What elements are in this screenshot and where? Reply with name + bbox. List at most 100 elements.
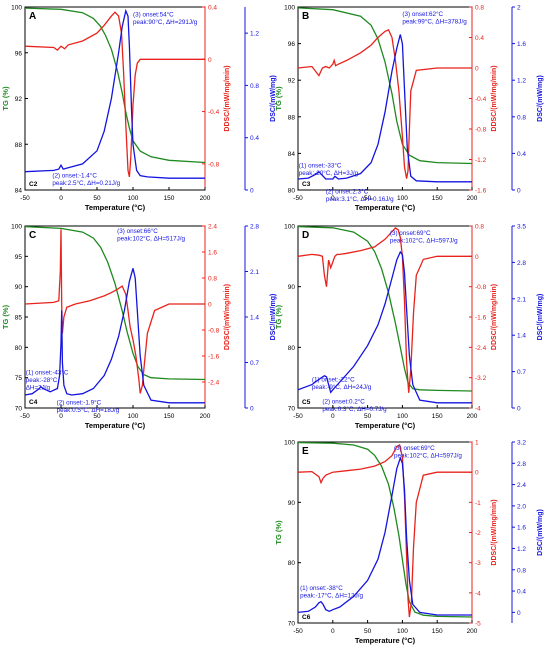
panel-c-ddsc-tick-label: 2.4 <box>208 224 217 231</box>
panel-d-annotation-3-line: peak:0.3°C, ΔH=0.7J/g <box>322 405 387 413</box>
panel-a-annotation-1-line: peak:90°C, ΔH=291J/g <box>133 18 198 26</box>
panel-b-tg-tick-label: 96 <box>288 41 296 48</box>
panel-c-ddsc-tick-label: 0.8 <box>208 276 217 283</box>
panel-b-ddsc-tick-label: -0.8 <box>475 127 487 134</box>
panel-c-tg-tick-label: 70 <box>15 406 23 413</box>
panel-b-x-tick-label: 0 <box>331 195 335 202</box>
panel-b-dsc-tick-label: 0 <box>517 188 521 195</box>
panel-b-tg-tick-label: 88 <box>288 114 296 121</box>
panel-e-ddsc-line <box>298 444 472 618</box>
panel-d-dsc-tick-label: 0.7 <box>517 369 526 376</box>
panel-a-tg-axis-title: TG (%) <box>1 86 10 111</box>
panel-c-tg-tick-label: 100 <box>11 224 22 231</box>
panel-a-tg-tick-label: 88 <box>15 142 23 149</box>
panel-b-annotation-1-line: peak:99°C, ΔH=378J/g <box>402 17 467 25</box>
panel-b-annotation-2-line: (1) onset:-33°C <box>299 162 342 170</box>
panel-b-x-axis-title: Temperature (°C) <box>355 203 416 212</box>
panel-e-dsc-tick-label: 2.8 <box>517 461 526 468</box>
panel-e-tg-axis-title: TG (%) <box>274 520 283 545</box>
panel-e-x-tick-label: -50 <box>293 628 303 635</box>
panel-e-ddsc-tick-label: -5 <box>475 621 481 628</box>
panel-b-dsc-tick-label: 2 <box>517 5 521 12</box>
panel-d-tg-tick-label: 90 <box>288 284 296 291</box>
panel-e-tg-line <box>298 442 472 618</box>
panel-a-x-tick-label: -50 <box>20 195 30 202</box>
panel-b-tg-line <box>298 7 472 165</box>
panel-b-dsc-tick-label: 0.8 <box>517 114 526 121</box>
panel-e-x-tick-label: 100 <box>397 628 408 635</box>
panel-a-x-tick-label: 100 <box>128 195 139 202</box>
panel-b-x-tick-label: 150 <box>432 195 443 202</box>
panel-d-panel-label: D <box>302 230 309 241</box>
panel-e-ddsc-tick-label: -2 <box>475 530 481 537</box>
panel-d-dsc-tick-label: 3.5 <box>517 224 526 231</box>
panel-d-dsc-axis-title: DSC/(mW/mg) <box>537 294 544 341</box>
panel-a-ddsc-line <box>25 11 205 178</box>
panel-d-tg-tick-label: 70 <box>288 406 296 413</box>
panel-b-panel-label: B <box>302 11 309 22</box>
panel-d-ddsc-tick-label: 0.8 <box>475 224 484 231</box>
panel-c-tg-tick-label: 80 <box>15 345 23 352</box>
panel-c-annotation-1-line: peak:102°C, ΔH=517J/g <box>117 235 185 243</box>
panel-c-annotation-1-line: (3) onset:66°C <box>117 227 158 235</box>
panel-a-sample-label: C2 <box>29 181 38 188</box>
panel-c-dsc-tick-label: 0.7 <box>250 360 259 367</box>
panel-d-tg-line <box>298 226 472 392</box>
panel-a-ddsc-tick-label: 0.4 <box>208 5 217 12</box>
panel-c-tg-line <box>25 226 205 381</box>
panel-b-sample-label: C3 <box>302 181 311 188</box>
panel-e-dsc-tick-label: 0.4 <box>517 589 526 596</box>
panel-b-annotation-2-line: peak:-20°C, ΔH=3J/g <box>299 169 359 177</box>
panel-d-dsc-tick-label: 0 <box>517 406 521 413</box>
panel-a-annotation-2-line: peak:2.5°C, ΔH=0.21J/g <box>52 179 120 187</box>
panel-b-x-tick-label: 100 <box>397 195 408 202</box>
panel-a-annotation-2-line: (2) onset:-1.4°C <box>52 171 97 179</box>
panel-d-annotation-2-line: (1) onset:-22°C <box>312 376 355 384</box>
panel-a-dsc-tick-label: 0 <box>250 188 254 195</box>
panel-b-dsc-line <box>298 34 472 183</box>
panel-d-sample-label: C5 <box>302 399 311 406</box>
panel-c-ddsc-axis-title: DDSC/(mW/mg/min) <box>224 284 231 350</box>
panel-e-tg-tick-label: 90 <box>288 500 296 507</box>
panel-c-x-tick-label: 100 <box>128 413 139 420</box>
panel-c-tg-axis-title: TG (%) <box>1 304 10 329</box>
panel-c-annotation-3-line: peak:0.5°C, ΔH=18J/g <box>57 406 120 414</box>
panel-e-dsc-tick-label: 2.4 <box>517 482 526 489</box>
panel-c-tg-tick-label: 90 <box>15 284 23 291</box>
panel-b-tg-tick-label: 92 <box>288 78 296 85</box>
panel-a-tg-tick-label: 92 <box>15 96 23 103</box>
panel-a-tg-tick-label: 100 <box>11 5 22 12</box>
panel-e-dsc-tick-label: 0.8 <box>517 567 526 574</box>
panel-a-x-tick-label: 150 <box>164 195 175 202</box>
panel-c-x-tick-label: 200 <box>200 413 211 420</box>
panel-d-ddsc-tick-label: -1.6 <box>475 315 487 322</box>
panel-c-tg-tick-label: 75 <box>15 375 23 382</box>
panel-d-annotation-2-line: peak:-9°C, ΔH=24J/g <box>312 383 372 391</box>
panel-b-x-tick-label: 200 <box>467 195 478 202</box>
panel-b-tg-axis-title: TG (%) <box>274 86 283 111</box>
panel-d-x-tick-label: -50 <box>293 413 303 420</box>
panel-d-dsc-line <box>298 250 472 404</box>
panel-b-x-tick-label: -50 <box>293 195 303 202</box>
panel-d-ddsc-axis-title: DDSC/(mW/mg/min) <box>491 284 498 350</box>
panel-d-x-tick-label: 100 <box>397 413 408 420</box>
panel-b-tg-tick-label: 84 <box>288 151 296 158</box>
panel-b-ddsc-axis-title: DDSC/(mW/mg/min) <box>491 65 498 131</box>
panel-d-ddsc-tick-label: 0 <box>475 254 479 261</box>
panel-d-x-tick-label: 0 <box>331 413 335 420</box>
panel-d-x-tick-label: 50 <box>364 413 372 420</box>
panel-b-tg-tick-label: 80 <box>288 188 296 195</box>
panel-c-dsc-line <box>25 268 205 404</box>
panel-e-tg-tick-label: 100 <box>284 440 295 447</box>
panel-d-x-axis-title: Temperature (°C) <box>355 421 416 430</box>
panel-a-ddsc-tick-label: -0.8 <box>208 161 220 168</box>
panel-a-x-tick-label: 50 <box>93 195 101 202</box>
panel-e-dsc-tick-label: 0 <box>517 610 521 617</box>
panel-a-frame <box>24 6 206 191</box>
panel-e-tg-tick-label: 70 <box>288 621 296 628</box>
panel-a-annotation-1-line: (3) onset:54°C <box>133 11 174 19</box>
panel-e-dsc-tick-label: 1.6 <box>517 525 526 532</box>
panel-e-annotation-2-line: peak:-17°C, ΔH=13J/g <box>300 592 363 600</box>
panel-b-annotation-1-line: (3) onset:62°C <box>402 10 443 18</box>
panel-e-annotation-2-line: (1) onset:-38°C <box>300 584 343 592</box>
